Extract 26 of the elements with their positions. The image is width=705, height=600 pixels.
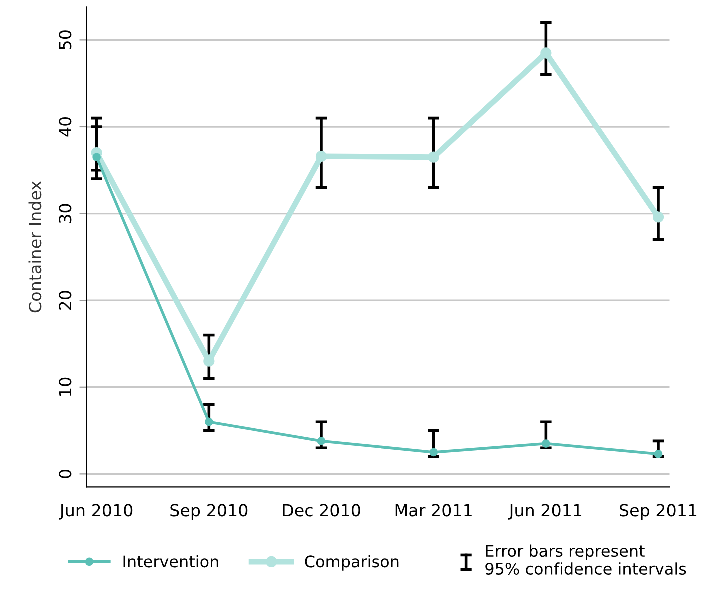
point bbox=[428, 152, 440, 163]
text: Error bars represent 95% confidence intervals bbox=[486, 544, 686, 576]
x-tick-label: Mar 2011 bbox=[396, 504, 472, 517]
y-axis-title: Container Index bbox=[28, 181, 42, 313]
point bbox=[654, 450, 663, 458]
x-tick-label: Jun 2010 bbox=[59, 504, 133, 520]
point bbox=[204, 418, 214, 426]
point bbox=[542, 440, 550, 448]
y-tick-label: 30 bbox=[59, 204, 72, 224]
y-tick-label: 0 bbox=[59, 470, 72, 478]
y-tick-label: 10 bbox=[59, 378, 72, 396]
x-tick-label: Jun 2011 bbox=[508, 504, 582, 520]
x-tick-label: Sep 2011 bbox=[620, 504, 697, 520]
y-tick-label: 40 bbox=[59, 117, 72, 137]
y-tick-label: 20 bbox=[59, 291, 72, 310]
point bbox=[540, 48, 552, 59]
x-tick-label: Sep 2010 bbox=[170, 504, 248, 520]
point bbox=[317, 437, 326, 446]
x-tick-label: Dec 2010 bbox=[283, 504, 360, 517]
point bbox=[316, 150, 328, 162]
legend-label: Intervention bbox=[124, 555, 218, 568]
y-tick-label: 50 bbox=[59, 30, 72, 50]
point bbox=[652, 212, 664, 223]
point bbox=[430, 448, 438, 457]
point bbox=[92, 153, 101, 162]
legend-label: Comparison bbox=[305, 555, 399, 571]
